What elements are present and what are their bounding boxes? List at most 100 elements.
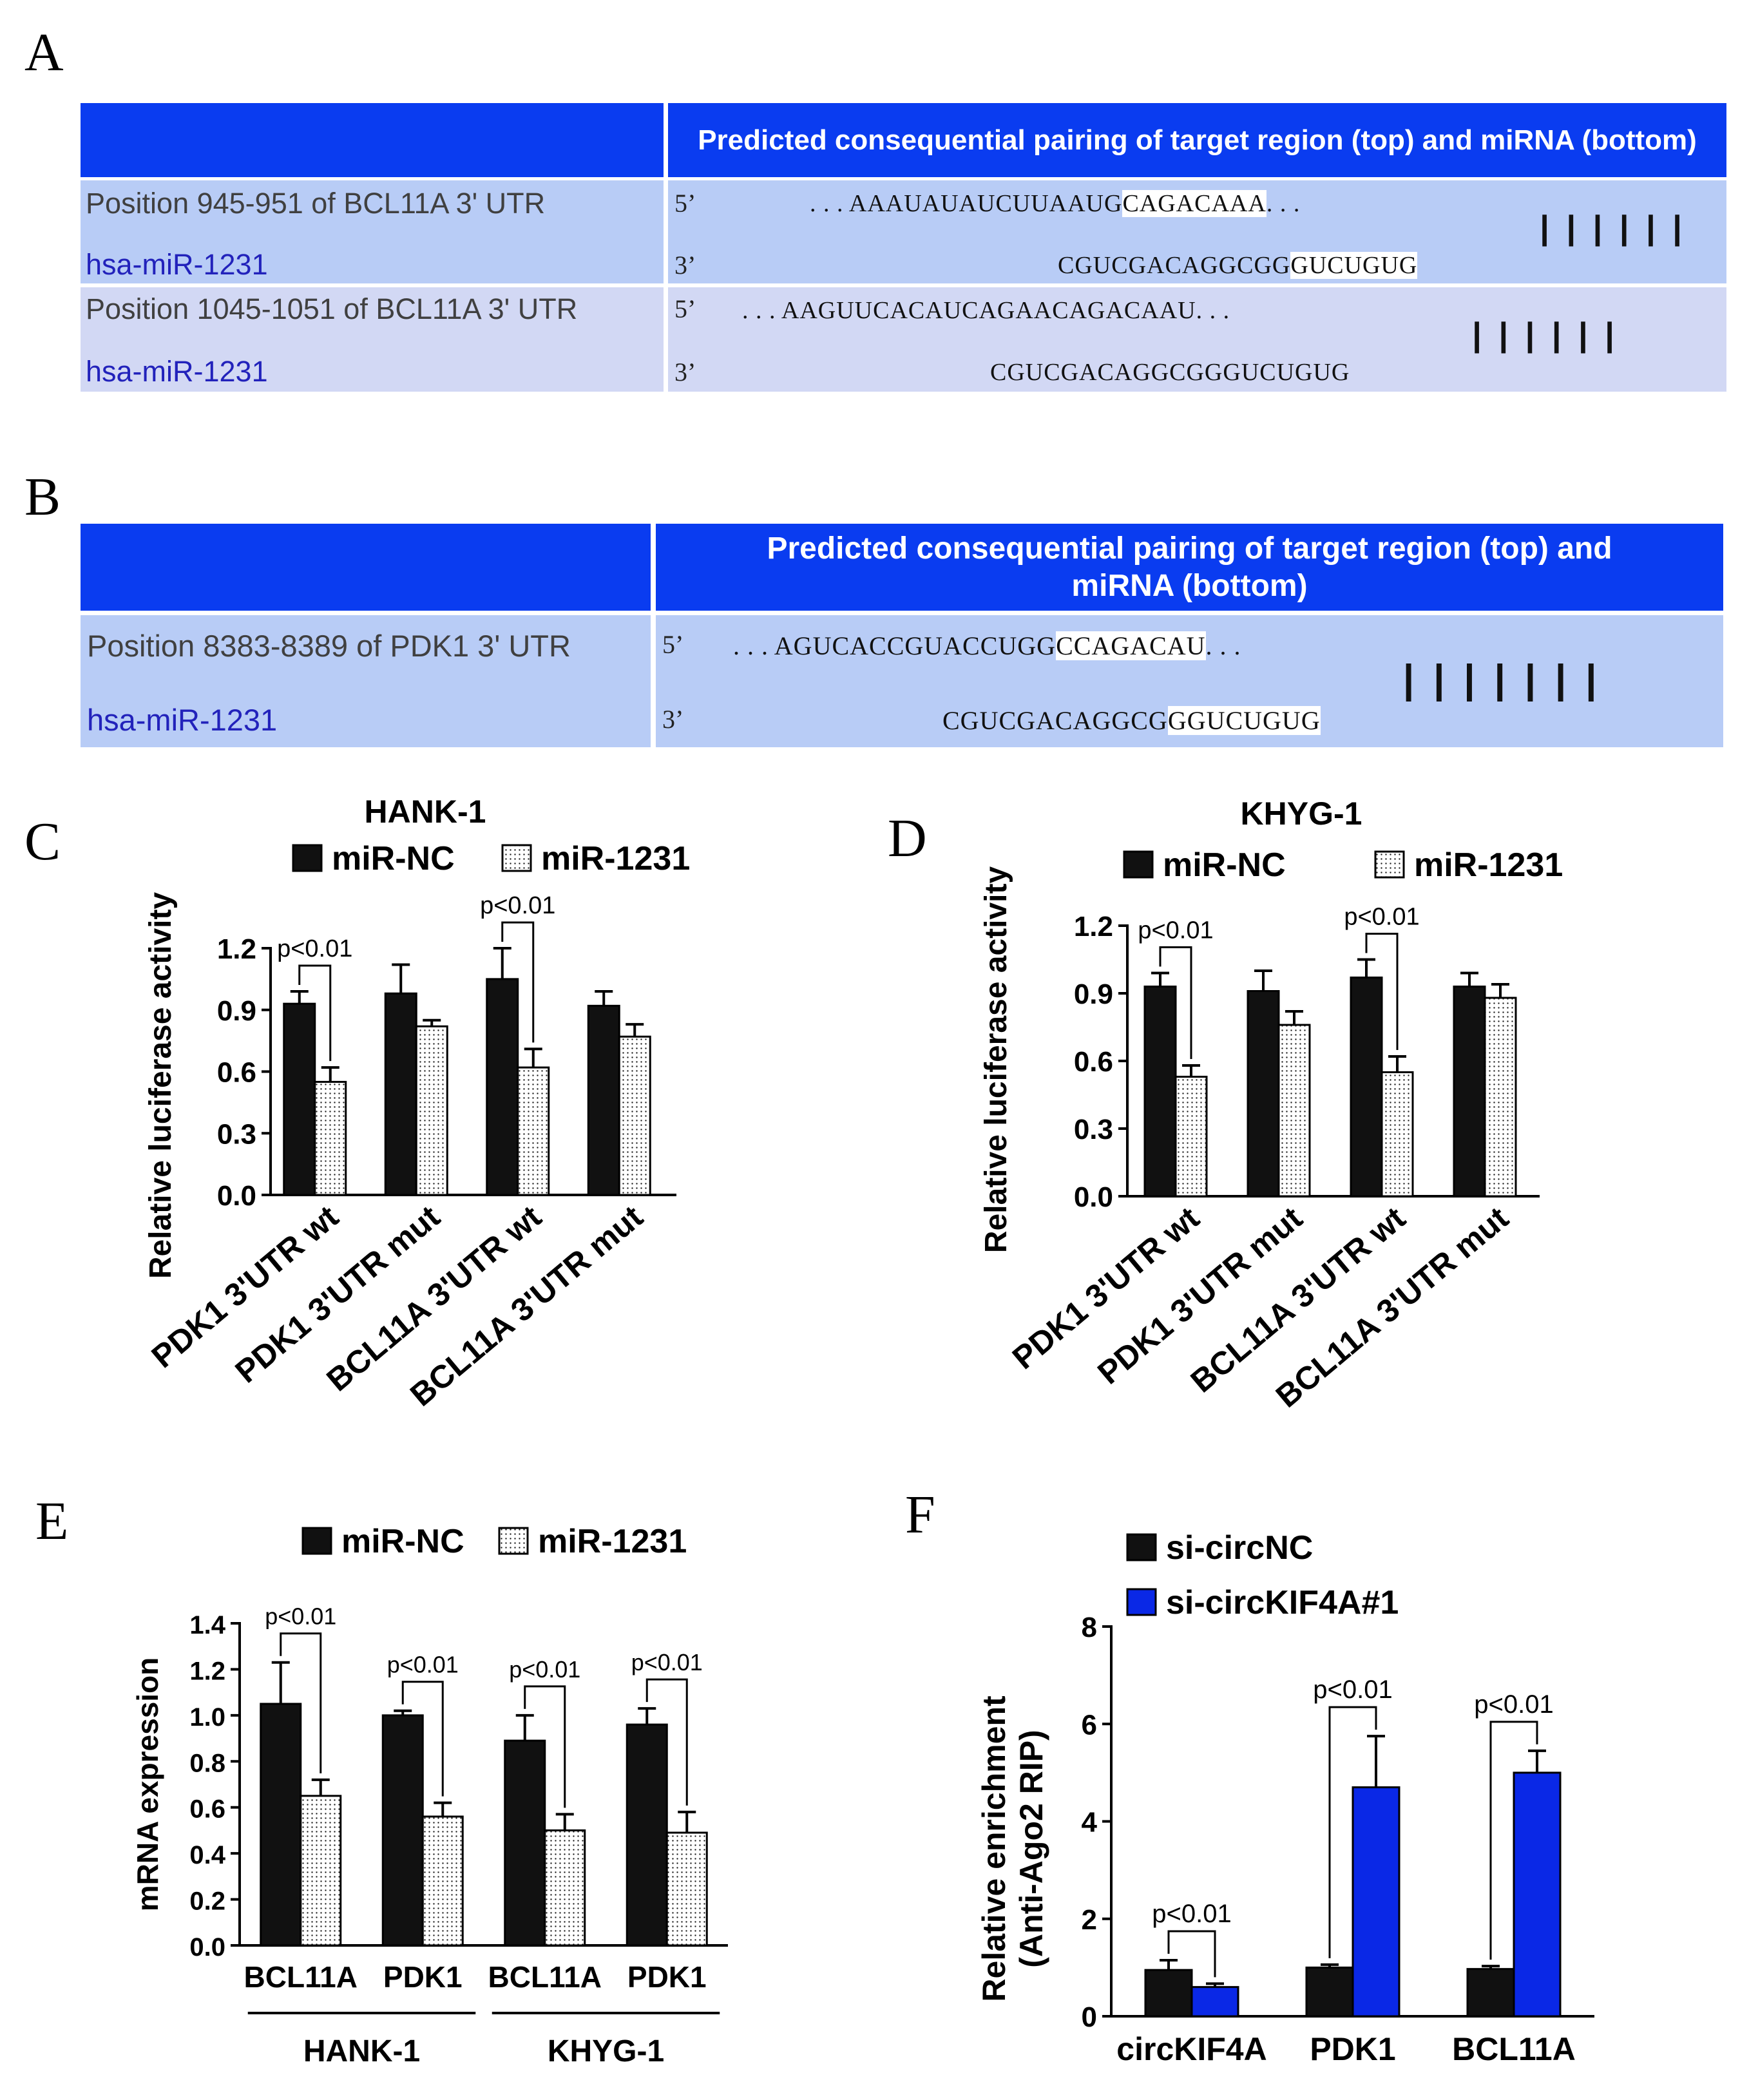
y-tick-label: 0.8 xyxy=(189,1749,225,1777)
y-axis-label: mRNA expression xyxy=(131,1657,164,1912)
row-position: Position 945-951 of BCL11A 3' UTR xyxy=(86,187,546,220)
y-tick-label: 0.6 xyxy=(217,1057,256,1089)
table-row: Position 945-951 of BCL11A 3' UTR hsa-mi… xyxy=(81,180,664,283)
significance-label: p<0.01 xyxy=(1474,1690,1553,1719)
mirna-seq-pre: CGUCGACAGGCG xyxy=(942,706,1168,735)
bar xyxy=(1144,1969,1193,2018)
y-tick-label: 0.2 xyxy=(189,1887,225,1916)
significance-label: p<0.01 xyxy=(1152,1900,1231,1928)
bar xyxy=(1247,990,1280,1198)
bar xyxy=(1277,1024,1311,1198)
bar xyxy=(1190,1986,1239,2018)
mirna-seq: CGUCGACAGGCGGGUCUGUG xyxy=(942,705,1321,736)
end-3: 3’ xyxy=(662,705,684,734)
target-seq-pre: . . . AAAUAUAUCUUAAUG xyxy=(810,190,1123,217)
target-seq-pre: . . . AGUCACCGUACCUGG xyxy=(733,631,1056,660)
legend-label: miR-NC xyxy=(332,840,455,877)
significance-bracket xyxy=(1159,946,1192,1059)
target-seq: . . . AGUCACCGUACCUGGCCAGACAU. . . xyxy=(733,631,1241,661)
y-tick-label: 1.2 xyxy=(1074,911,1113,942)
bar xyxy=(283,1002,316,1196)
chart-d: KHYG-1 miR-NC miR-1231 0.0 0.3 0.6 0.9 1.2 Relat… xyxy=(979,796,1563,1415)
legend-swatch xyxy=(1126,1533,1157,1561)
significance-bracket xyxy=(280,1632,322,1773)
target-seq-site: CAGACAAU xyxy=(1052,297,1196,324)
y-axis-label: Relative luciferase activity xyxy=(979,866,1013,1254)
x-category-label: PDK1 xyxy=(1310,2031,1395,2067)
significance-label: p<0.01 xyxy=(480,892,555,919)
panel-label-a: A xyxy=(24,23,64,82)
table-a: Predicted consequential pairing of targe… xyxy=(81,103,1726,392)
mirna-seq: CGUCGACAGGCGGGUCUGUG xyxy=(990,358,1350,387)
mirna-seq: CGUCGACAGGCGGGUCUGUG xyxy=(1058,251,1418,280)
x-category-label: circKIF4A xyxy=(1116,2031,1266,2067)
bar xyxy=(381,1714,424,1947)
chart-title: HANK-1 xyxy=(365,794,486,830)
significance-bracket xyxy=(524,1685,566,1808)
significance-bracket xyxy=(1489,1721,1538,1960)
y-tick-label: 0.0 xyxy=(1074,1181,1113,1213)
y-tick-label: 0.9 xyxy=(1074,978,1113,1010)
row-mirna: hsa-miR-1231 xyxy=(86,248,268,281)
bar xyxy=(587,1004,620,1196)
group-label: HANK-1 xyxy=(303,2034,420,2068)
mirna-seq-seed: GGUCUGUG xyxy=(1167,706,1321,735)
y-tick-label: 0.0 xyxy=(217,1180,256,1212)
table-a-header: Predicted consequential pairing of targe… xyxy=(668,103,1726,177)
bar xyxy=(421,1815,464,1947)
end-5: 5’ xyxy=(674,189,696,218)
legend-label: miR-NC xyxy=(1163,846,1286,884)
x-category-label: PDK1 xyxy=(627,1960,707,1994)
x-category-label: BCL11A xyxy=(488,1960,602,1994)
table-row: Position 8383-8389 of PDK1 3' UTR hsa-mi… xyxy=(81,615,651,747)
bar xyxy=(1143,986,1177,1198)
target-seq-post: . . . xyxy=(1205,631,1241,660)
y-tick-label: 8 xyxy=(1082,1612,1097,1643)
legend-label: miR-1231 xyxy=(541,840,690,877)
group-label: KHYG-1 xyxy=(548,2034,664,2068)
table-a-header-blank xyxy=(81,103,664,177)
table-b-header-blank xyxy=(81,524,651,611)
pairing-lines: ||||||| xyxy=(1397,659,1610,705)
y-tick-label: 0.6 xyxy=(189,1795,225,1824)
bar xyxy=(486,978,519,1196)
target-seq-post: . . . xyxy=(1196,297,1230,324)
y-tick-label: 2 xyxy=(1082,1904,1097,1936)
mirna-seq-pre: CGUCGACAGGCGG xyxy=(1058,252,1291,279)
significance-bracket xyxy=(1365,933,1399,1050)
pairing-lines: |||||| xyxy=(1534,211,1694,249)
legend-swatch xyxy=(501,844,532,872)
end-3: 3’ xyxy=(674,358,696,387)
significance-label: p<0.01 xyxy=(509,1656,580,1683)
y-tick-label: 1.0 xyxy=(189,1703,225,1732)
table-b: Predicted consequential pairing of targe… xyxy=(81,524,1723,747)
target-seq-pre: . . . AAGUUCACAUCAGAA xyxy=(742,297,1053,324)
bar xyxy=(618,1035,651,1196)
row-mirna: hsa-miR-1231 xyxy=(87,703,278,737)
table-b-header: Predicted consequential pairing of targe… xyxy=(656,524,1723,611)
x-category-label: BCL11A xyxy=(244,1960,358,1994)
significance-label: p<0.01 xyxy=(1344,904,1419,931)
y-tick-label: 0.3 xyxy=(217,1118,256,1150)
y-tick-label: 6 xyxy=(1082,1709,1097,1741)
legend-label: miR-1231 xyxy=(1414,846,1563,884)
bar xyxy=(665,1831,708,1947)
row-mirna: hsa-miR-1231 xyxy=(86,355,268,388)
table-b-header-text: Predicted consequential pairing of targe… xyxy=(767,531,1612,603)
significance-label: p<0.01 xyxy=(631,1649,703,1675)
bar xyxy=(1466,1968,1515,2018)
y-tick-label: 1.4 xyxy=(189,1611,225,1639)
table-a-header-text: Predicted consequential pairing of targe… xyxy=(698,124,1697,156)
bar xyxy=(1350,977,1383,1198)
chart-title: KHYG-1 xyxy=(1241,796,1362,832)
bar xyxy=(384,992,417,1196)
bar xyxy=(1174,1076,1208,1198)
significance-label: p<0.01 xyxy=(387,1652,459,1678)
panel-label-c: C xyxy=(24,812,61,872)
significance-bracket xyxy=(501,921,535,1043)
bar xyxy=(504,1739,546,1947)
legend-swatch xyxy=(301,1527,332,1555)
x-category-label: BCL11A xyxy=(1452,2031,1576,2067)
bar xyxy=(544,1829,586,1947)
significance-bracket xyxy=(645,1678,688,1806)
